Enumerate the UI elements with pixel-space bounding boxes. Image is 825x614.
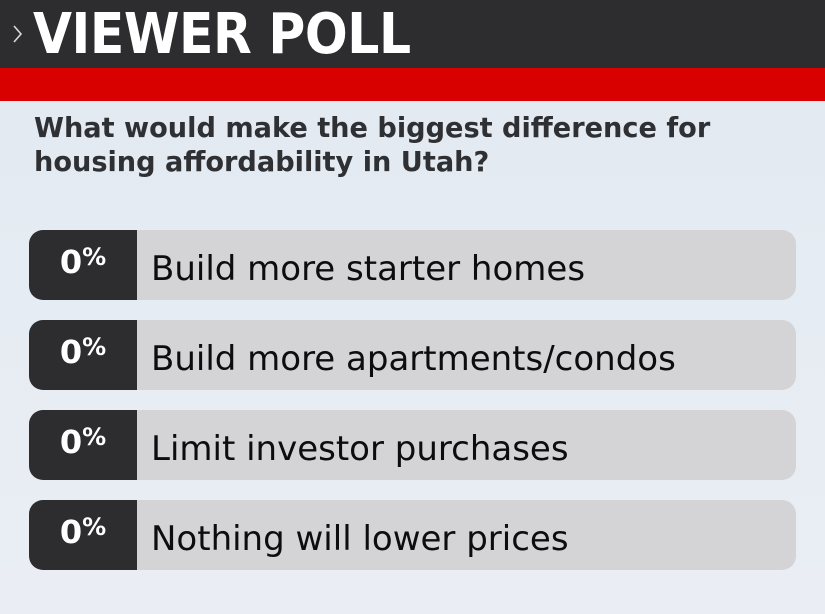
- option-label: Limit investor purchases: [151, 429, 569, 469]
- option-percent: 0%: [29, 410, 137, 480]
- option-label: Build more apartments/condos: [151, 339, 676, 379]
- option-label: Build more starter homes: [151, 249, 586, 289]
- option-percent: 0%: [29, 230, 137, 300]
- header-bar: VIEWER POLL: [0, 0, 825, 68]
- poll-question: What would make the biggest difference f…: [34, 111, 711, 178]
- percent-value: 0: [59, 333, 83, 371]
- percent-unit: %: [82, 333, 107, 361]
- percent-value: 0: [59, 423, 83, 461]
- percent-value: 0: [59, 243, 83, 281]
- percent-unit: %: [82, 513, 107, 541]
- poll-option[interactable]: 0% Nothing will lower prices: [29, 500, 796, 570]
- poll-option[interactable]: 0% Limit investor purchases: [29, 410, 796, 480]
- percent-value: 0: [59, 513, 83, 551]
- percent-unit: %: [82, 243, 107, 271]
- poll-option[interactable]: 0% Build more apartments/condos: [29, 320, 796, 390]
- poll-option[interactable]: 0% Build more starter homes: [29, 230, 796, 300]
- option-percent: 0%: [29, 500, 137, 570]
- chevron-right-icon: [13, 25, 23, 43]
- option-percent: 0%: [29, 320, 137, 390]
- accent-bar: [0, 68, 825, 101]
- percent-unit: %: [82, 423, 107, 451]
- poll-title: VIEWER POLL: [33, 2, 411, 67]
- poll-options: 0% Build more starter homes 0% Build mor…: [29, 230, 796, 590]
- option-label: Nothing will lower prices: [151, 519, 569, 559]
